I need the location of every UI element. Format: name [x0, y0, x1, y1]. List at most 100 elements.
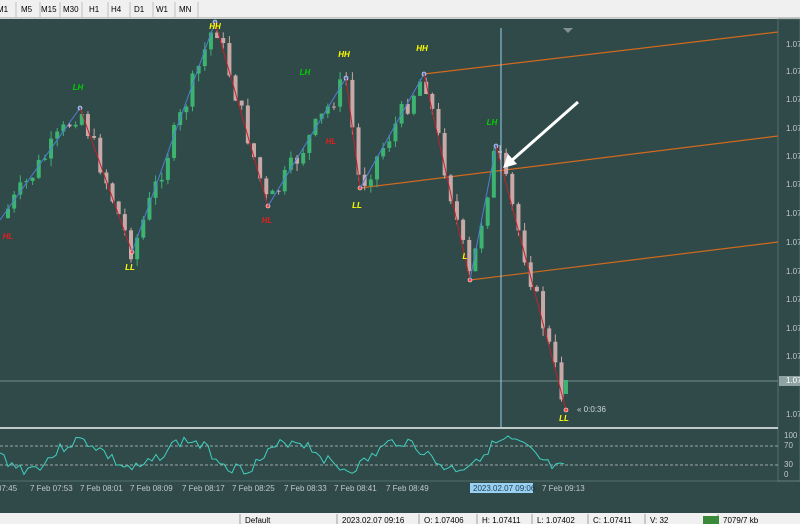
candle-body [85, 114, 90, 137]
status-item: H: 1.07411 [482, 516, 521, 524]
candle-body [116, 201, 121, 215]
cursor-time-box [470, 483, 533, 493]
current-price: 1.07 [786, 376, 800, 385]
candle-body [442, 133, 447, 176]
timeframe-button[interactable]: H1 [89, 5, 100, 14]
candle-body [516, 204, 521, 231]
zigzag-segment [469, 145, 497, 281]
candle-body [264, 178, 269, 195]
price-label: 1.07 [786, 180, 800, 189]
candle-body [258, 157, 263, 179]
candle-body [418, 81, 423, 96]
candle-body [288, 157, 293, 170]
candle-body [301, 153, 306, 164]
candle-body [30, 177, 35, 182]
zigzag-label: LH [487, 118, 498, 127]
zigzag-label: L [463, 252, 468, 261]
candle-body [356, 127, 361, 175]
candle-body [387, 141, 392, 148]
candle-body [184, 106, 189, 113]
candle-body [313, 118, 318, 136]
zigzag-label: HL [262, 216, 273, 225]
candle-body [375, 156, 379, 180]
zigzag-label: LL [559, 414, 569, 423]
candle-body [135, 237, 140, 260]
time-label: 7 Feb 08:49 [386, 484, 429, 493]
price-label: 1.07 [786, 95, 800, 104]
timeframe-button[interactable]: M5 [21, 5, 33, 14]
candle-body [245, 105, 250, 144]
status-item: 7079/7 kb [723, 516, 759, 524]
candle-body [104, 172, 109, 184]
candle-body [36, 159, 41, 178]
annotation-arrowhead [503, 154, 517, 168]
price-label: 1.07 [786, 238, 800, 247]
candle-body [381, 147, 386, 157]
candle-body [368, 179, 373, 186]
candle-body [467, 239, 472, 272]
candle-body [430, 93, 435, 109]
candle-body [448, 175, 453, 202]
candle-body [411, 95, 416, 114]
candle-body [98, 137, 103, 173]
candle-body [534, 286, 539, 292]
toolbar [0, 0, 800, 18]
timeframe-button[interactable]: D1 [134, 5, 145, 14]
candle-body [159, 179, 164, 182]
status-item: C: 1.07411 [593, 516, 632, 524]
timeframe-button[interactable]: M15 [41, 5, 57, 14]
candle-body [485, 197, 490, 226]
candle-body [473, 248, 478, 272]
price-label: 1.07 [786, 152, 800, 161]
zigzag-label: HH [416, 44, 428, 53]
candle-body [202, 49, 207, 67]
price-label: 1.07 [786, 410, 800, 419]
price-label: 1.07 [786, 267, 800, 276]
candle-body [79, 114, 84, 125]
candle-body [559, 362, 564, 400]
zigzag-label: LL [125, 263, 135, 272]
zigzag-segment [267, 77, 347, 207]
timeframe-button[interactable]: M30 [63, 5, 79, 14]
indicator-label: 30 [784, 460, 793, 469]
candle-body [295, 157, 300, 164]
zigzag-label: HL [326, 137, 337, 146]
time-label: 7 Feb 08:41 [334, 484, 377, 493]
candle-body [491, 150, 496, 198]
candle-body [215, 32, 220, 39]
timeframe-button[interactable]: H4 [111, 5, 122, 14]
time-label: 7 Feb 08:33 [284, 484, 327, 493]
candle-body [12, 194, 17, 209]
candle-body [239, 100, 244, 106]
status-bar [0, 513, 800, 524]
zigzag-segment [345, 77, 361, 189]
zigzag-label: LH [300, 68, 311, 77]
candle-body [73, 124, 78, 127]
chart-area [0, 19, 800, 513]
zigzag-segment [79, 107, 133, 253]
candle-body [510, 173, 515, 205]
candle-body [61, 124, 66, 132]
candle-body [498, 150, 502, 153]
candle-body [153, 181, 158, 198]
candle-body [270, 190, 275, 195]
timeframe-button[interactable]: MN [179, 5, 192, 14]
timeframe-button[interactable]: M1 [0, 5, 9, 14]
timeframe-button[interactable]: W1 [156, 5, 169, 14]
candle-body [208, 32, 213, 50]
indicator-label: 70 [784, 441, 793, 450]
cursor-time: 2023.02.07 09:06 [473, 484, 536, 493]
countdown: « 0:0:36 [577, 405, 606, 414]
zigzag-label: HH [209, 22, 221, 31]
candle-body [319, 113, 324, 119]
zigzag-segment [359, 73, 425, 189]
candle-body [190, 73, 195, 107]
candle-body [55, 131, 60, 139]
candle-body [141, 219, 146, 238]
candle-body [405, 104, 410, 114]
candle-body [110, 183, 115, 202]
candle-body [227, 43, 232, 76]
candle-body [92, 136, 97, 138]
status-item: L: 1.07402 [537, 516, 575, 524]
